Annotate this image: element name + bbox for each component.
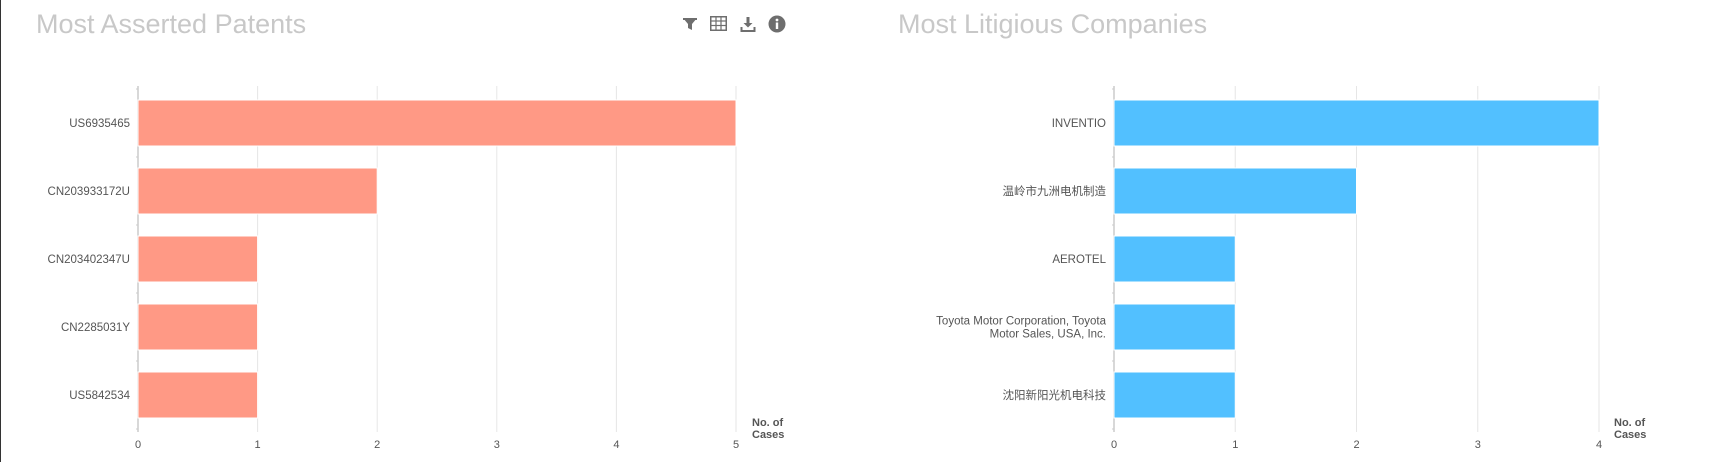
- bar[interactable]: [1113, 235, 1236, 283]
- category-label: CN203402347U: [48, 254, 130, 266]
- x-axis-title: No. of Cases: [752, 417, 784, 441]
- bar[interactable]: [137, 99, 737, 147]
- chart-toolbar: [680, 14, 786, 33]
- category-label: Toyota Motor Corporation, Toyota Motor Sa…: [936, 316, 1106, 341]
- x-tick-label: 0: [135, 439, 141, 451]
- x-axis-title: No. of Cases: [1614, 417, 1646, 441]
- asserted-patents-panel: Most Asserted Patents: [36, 9, 786, 451]
- category-label: 温岭市九洲电机制造: [1003, 184, 1107, 198]
- bar[interactable]: [1113, 99, 1600, 147]
- x-tick-label: 2: [1353, 439, 1359, 451]
- category-label: 沈阳新阳光机电科技: [1003, 388, 1107, 402]
- x-tick-label: 5: [733, 439, 739, 451]
- x-tick-label: 0: [1111, 439, 1117, 451]
- x-tick-label: 4: [1596, 439, 1602, 451]
- download-icon[interactable]: [738, 14, 757, 33]
- x-tick-label: 2: [374, 439, 380, 451]
- bar[interactable]: [137, 167, 378, 215]
- x-tick-label: 3: [494, 439, 500, 451]
- category-label: INVENTIO: [1052, 118, 1106, 130]
- category-label: US6935465: [69, 118, 130, 130]
- category-label: CN2285031Y: [61, 322, 130, 334]
- x-tick-label: 3: [1475, 439, 1481, 451]
- chart-title: Most Litigious Companies: [898, 9, 1208, 39]
- table-icon[interactable]: [709, 14, 728, 33]
- litigious-companies-panel: Most Litigious Companies INVENTIO 温岭市九洲电机…: [860, 0, 1710, 462]
- bar[interactable]: [1113, 167, 1357, 215]
- category-label: AEROTEL: [1052, 254, 1106, 266]
- bar[interactable]: [137, 235, 259, 283]
- filter-icon[interactable]: [680, 14, 699, 33]
- litigious-companies-bar-chart: INVENTIO 温岭市九洲电机制造 AEROTEL Toyota Motor Cor…: [936, 86, 1646, 451]
- info-icon[interactable]: [767, 14, 786, 33]
- bar[interactable]: [137, 371, 259, 419]
- window-left-border: [0, 0, 1, 462]
- x-tick-label: 1: [1232, 439, 1238, 451]
- bar[interactable]: [1113, 371, 1236, 419]
- bar[interactable]: [137, 303, 259, 351]
- asserted-patents-bar-chart: US6935465 CN203933172U CN203402347U CN22850…: [48, 86, 784, 451]
- x-tick-label: 4: [613, 439, 619, 451]
- chart-title: Most Asserted Patents: [36, 9, 307, 39]
- bar[interactable]: [1113, 303, 1236, 351]
- x-tick-label: 1: [255, 439, 261, 451]
- category-label: US5842534: [69, 390, 130, 402]
- category-label: CN203933172U: [48, 186, 130, 198]
